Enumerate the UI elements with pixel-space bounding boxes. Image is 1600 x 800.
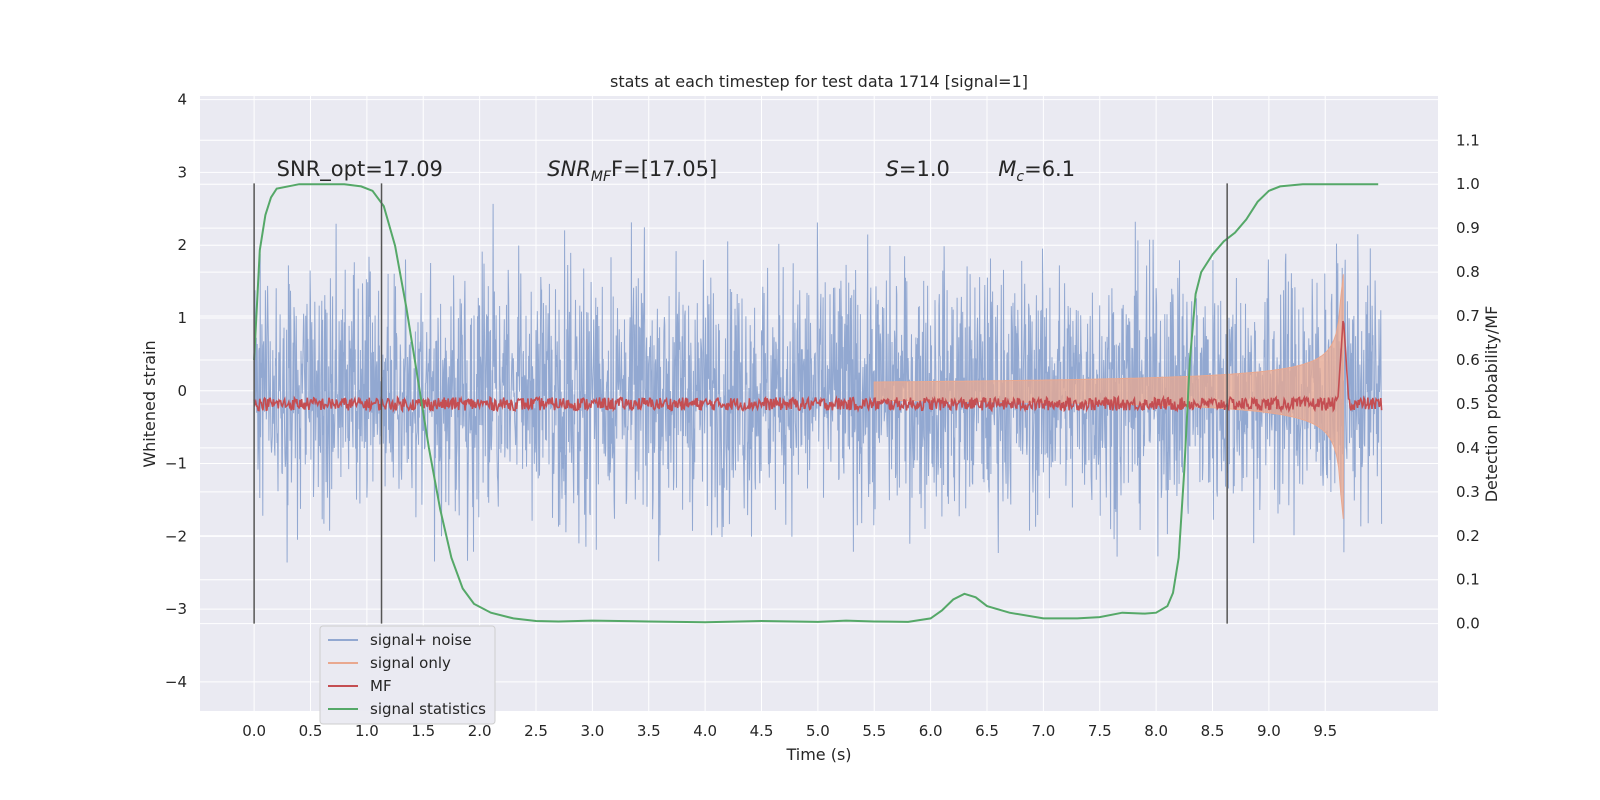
x-tick-label: 0.5 <box>299 722 323 740</box>
legend-box <box>319 625 496 725</box>
x-tick-label: 5.0 <box>806 722 830 740</box>
y-tick-label-right: 0.9 <box>1456 219 1480 237</box>
series-mf <box>253 320 1383 414</box>
x-axis-label: Time (s) <box>785 745 851 764</box>
y-tick-label-left: −2 <box>165 527 187 545</box>
x-tick-label: 0.0 <box>242 722 266 740</box>
x-tick-label: 1.5 <box>411 722 435 740</box>
y-ticks-right: 0.0 0.1 0.2 0.3 0.4 0.5 0.6 0.7 0.8 0.9 1.0 1.1 <box>1456 131 1480 632</box>
series-layer <box>253 183 1383 624</box>
y-tick-label-left: 3 <box>177 163 187 181</box>
y-tick-label-right: 0.0 <box>1456 615 1480 633</box>
x-tick-label: 7.5 <box>1088 722 1112 740</box>
annotation: SNR_opt=17.09 <box>277 157 443 182</box>
x-tick-label: 8.5 <box>1201 722 1225 740</box>
x-tick-label: 6.0 <box>919 722 943 740</box>
y-tick-label-left: −3 <box>165 600 187 618</box>
y-tick-label-right: 0.4 <box>1456 439 1480 457</box>
x-tick-label: 3.0 <box>580 722 604 740</box>
y-tick-label-left: −1 <box>165 455 187 473</box>
annotations: SNR_opt=17.09 SNRMFF=[17.05] S=1.0 Mc=6.1 <box>277 157 1075 185</box>
series-signal-statistics <box>253 183 1379 624</box>
legend-label-signal-statistics: signal statistics <box>370 700 486 718</box>
y-tick-label-right: 0.5 <box>1456 395 1480 413</box>
y-tick-label-right: 0.7 <box>1456 307 1480 325</box>
x-ticks: 0.0 0.5 1.0 1.5 2.0 2.5 3.0 3.5 4.0 4.5 5.0 5.5 6.0 6… <box>242 722 1337 740</box>
y-tick-label-left: 4 <box>177 91 187 109</box>
legend: signal+ noise signal only MF signal stat… <box>319 625 496 725</box>
y-tick-label-right: 0.8 <box>1456 263 1480 281</box>
x-tick-label: 3.5 <box>637 722 661 740</box>
annotation: S=1.0 <box>886 157 950 181</box>
x-tick-label: 6.5 <box>975 722 999 740</box>
y-tick-label-left: −4 <box>165 673 187 691</box>
y-tick-label-left: 0 <box>177 382 187 400</box>
y-tick-label-right: 0.3 <box>1456 483 1480 501</box>
x-tick-label: 9.0 <box>1257 722 1281 740</box>
chart-title: stats at each timestep for test data 171… <box>610 72 1028 91</box>
x-tick-label: 5.5 <box>862 722 886 740</box>
y-tick-label-right: 0.2 <box>1456 527 1480 545</box>
y-tick-label-right: 1.1 <box>1456 131 1480 149</box>
x-tick-label: 2.0 <box>468 722 492 740</box>
vertical-markers <box>253 183 1228 624</box>
x-tick-label: 2.5 <box>524 722 548 740</box>
legend-label-signal-only: signal only <box>370 654 451 672</box>
y-tick-label-right: 0.6 <box>1456 351 1480 369</box>
y-tick-label-left: 1 <box>177 309 187 327</box>
y-tick-label-right: 0.1 <box>1456 571 1480 589</box>
x-tick-label: 9.5 <box>1313 722 1337 740</box>
x-tick-label: 4.0 <box>693 722 717 740</box>
x-tick-label: 4.5 <box>750 722 774 740</box>
y-tick-label-right: 1.0 <box>1456 175 1480 193</box>
legend-label-signal-noise: signal+ noise <box>370 631 472 649</box>
legend-label-mf: MF <box>370 677 392 695</box>
y-axis-label-left: Whitened strain <box>140 340 159 467</box>
x-tick-label: 1.0 <box>355 722 379 740</box>
y-ticks-left: −4 −3 −2 −1 0 1 2 3 4 <box>165 91 187 691</box>
annotation: SNRMFF=[17.05] <box>547 157 717 185</box>
x-tick-label: 7.0 <box>1031 722 1055 740</box>
annotation: Mc=6.1 <box>998 157 1075 185</box>
y-axis-label-right: Detection probability/MF <box>1482 306 1501 503</box>
y-tick-label-left: 2 <box>177 236 187 254</box>
x-tick-label: 8.0 <box>1144 722 1168 740</box>
